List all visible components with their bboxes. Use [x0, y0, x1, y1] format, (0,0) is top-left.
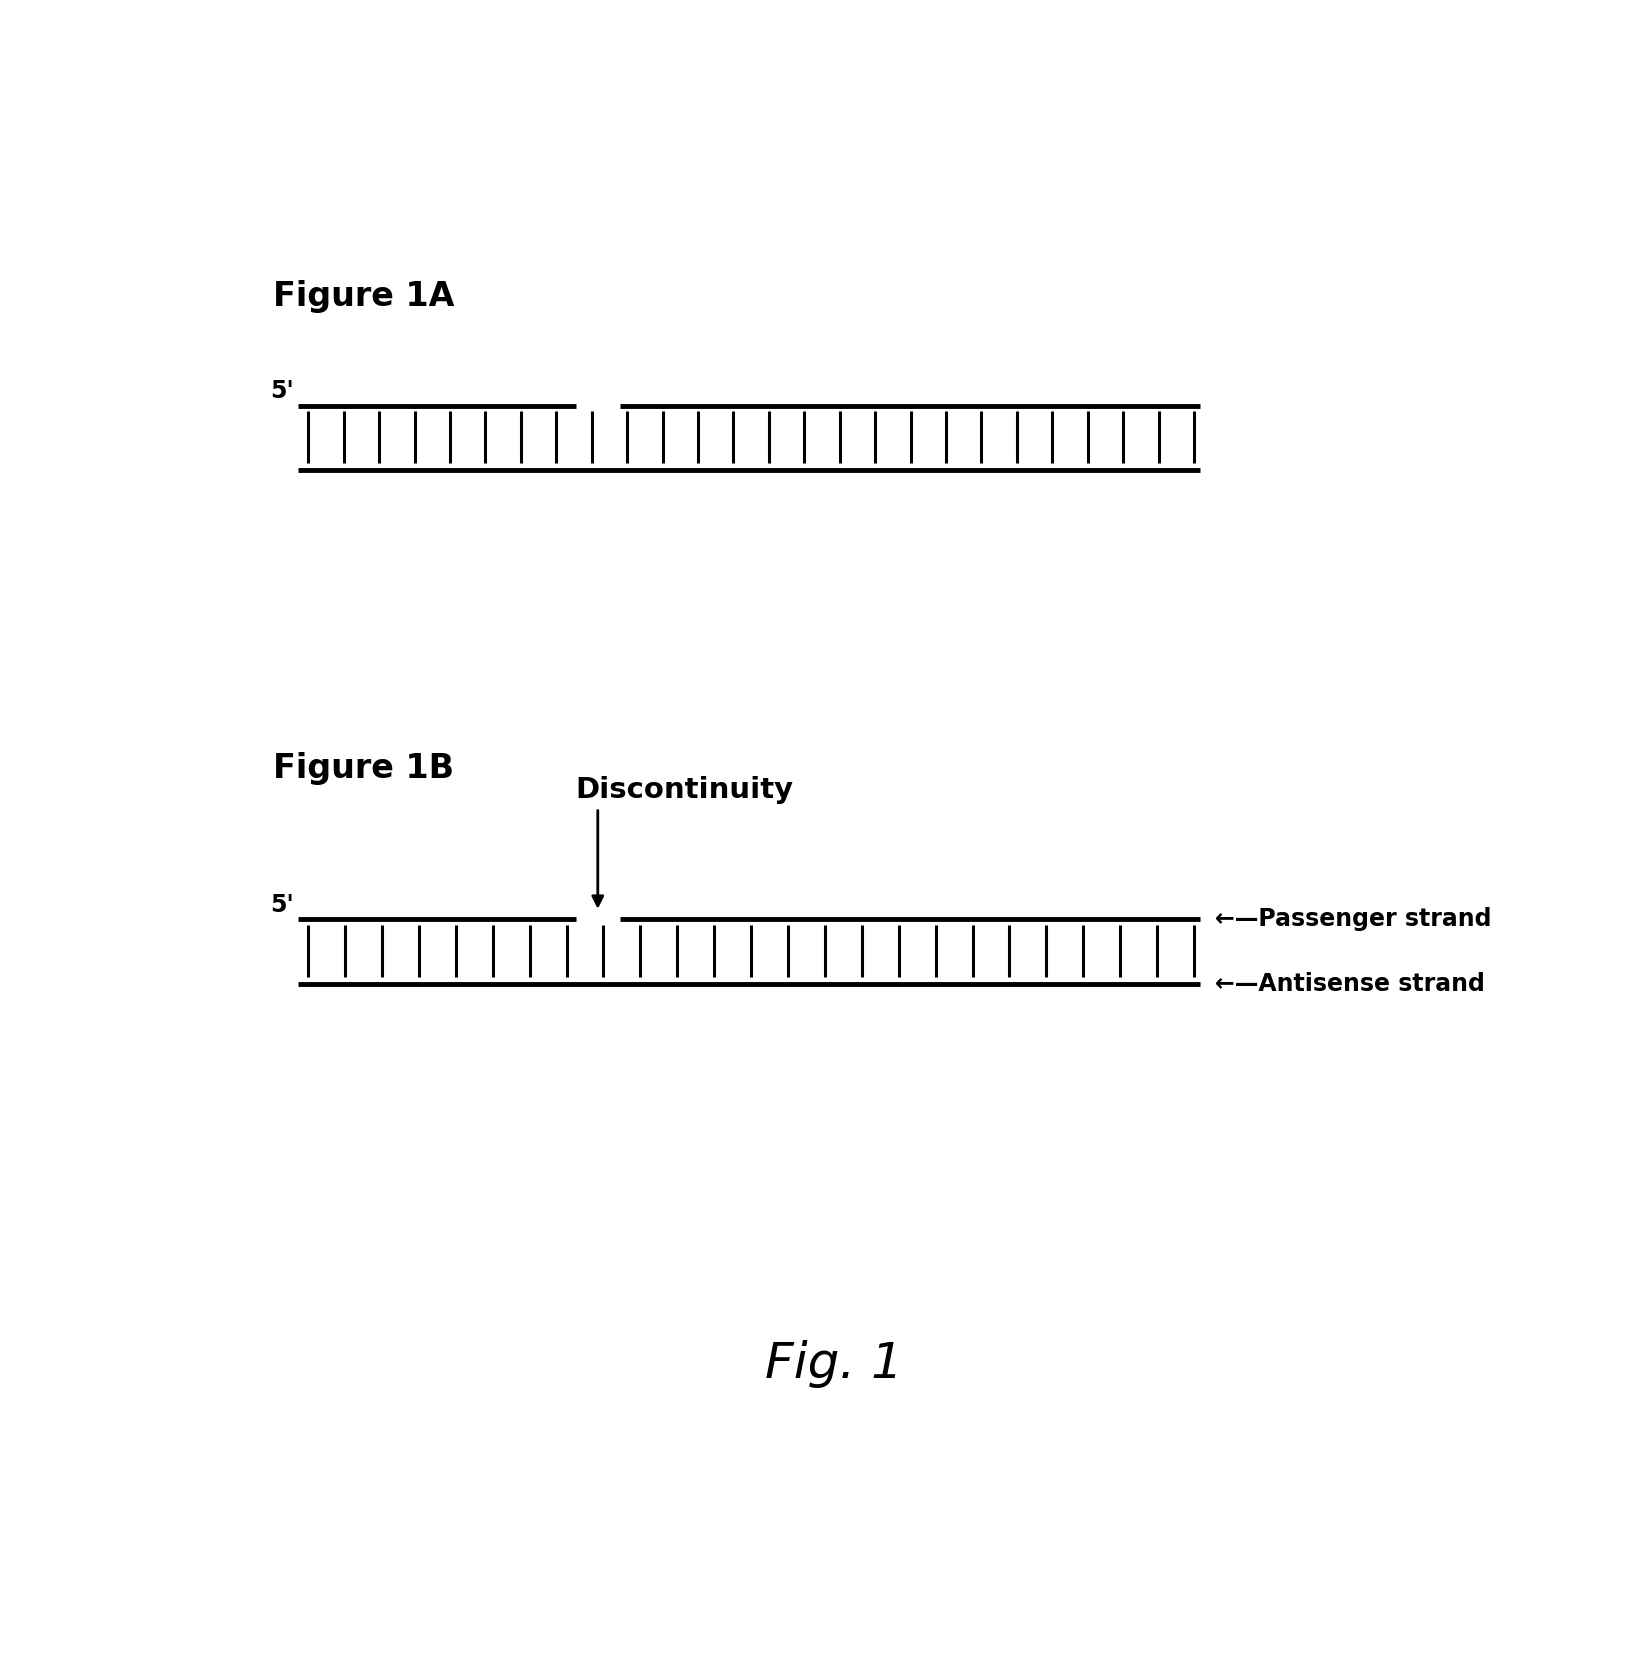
Text: ←—Passenger strand: ←—Passenger strand: [1216, 907, 1491, 931]
Text: 5': 5': [270, 379, 295, 404]
Text: Fig. 1: Fig. 1: [765, 1339, 904, 1388]
Text: Figure 1A: Figure 1A: [274, 280, 454, 314]
Text: Discontinuity: Discontinuity: [576, 776, 794, 804]
Text: 5': 5': [270, 892, 295, 917]
Text: ←—Antisense strand: ←—Antisense strand: [1216, 972, 1485, 996]
Text: Figure 1B: Figure 1B: [274, 752, 454, 786]
